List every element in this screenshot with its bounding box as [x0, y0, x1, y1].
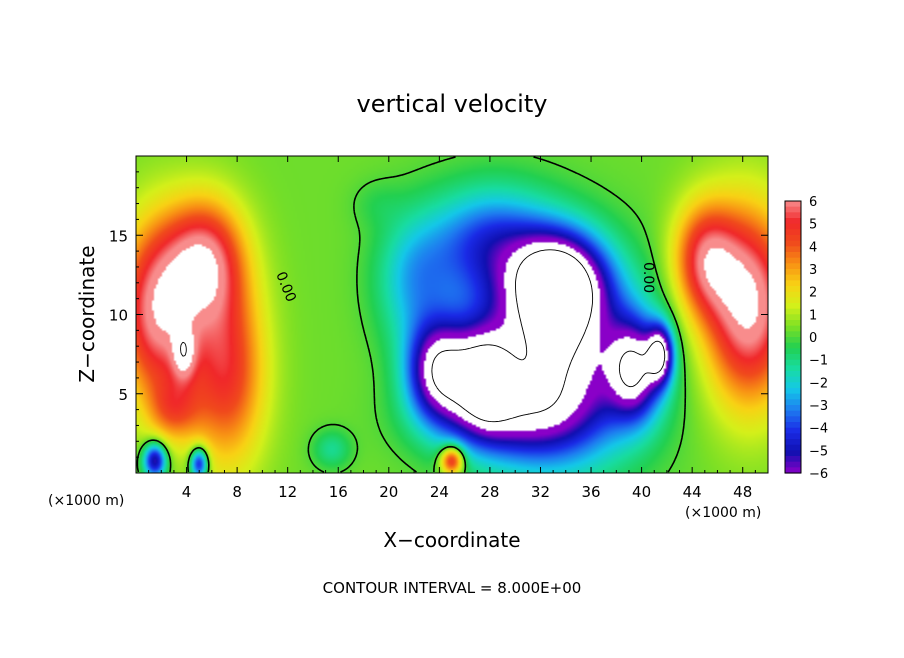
x-axis-ticks: 4 8 12 16 20 24 28 32 36 40 44 48 [148, 156, 756, 501]
colorbar-swatch [785, 433, 801, 440]
colorbar-swatch [785, 450, 801, 457]
y-axis-ticks: 5 10 15 [109, 171, 768, 458]
x-tick-label: 40 [632, 483, 651, 501]
colorbar-tick-label: 6 [809, 195, 817, 210]
colorbar-tick-label: −6 [809, 467, 828, 482]
colorbar-tick-label: −2 [809, 376, 828, 391]
colorbar-swatch [785, 337, 801, 344]
colorbar-swatch [785, 331, 801, 338]
colorbar-swatch [785, 235, 801, 242]
colorbar-swatch [785, 348, 801, 355]
x-tick-label: 12 [278, 483, 297, 501]
x-tick-label: 8 [232, 483, 242, 501]
colorbar-tick-label: −4 [809, 422, 828, 437]
colorbar-swatch [785, 206, 801, 213]
colorbar-labels: 6 5 4 3 2 1 0 −1 −2 −3 −4 −5 −6 [809, 195, 828, 482]
zero-contour-line [136, 156, 687, 473]
colorbar-swatch [785, 342, 801, 349]
colorbar-swatch [785, 371, 801, 378]
colorbar-swatch [785, 252, 801, 259]
x-axis-label: X−coordinate [383, 528, 520, 552]
colorbar-tick-label: −3 [809, 399, 828, 414]
colorbar-swatch [785, 286, 801, 293]
x-tick-label: 16 [329, 483, 348, 501]
colorbar-swatch [785, 291, 801, 298]
negative-contour-line [431, 249, 666, 423]
colorbar-tick-label: 1 [809, 308, 817, 323]
x-unit-left: (×1000 m) [48, 493, 124, 509]
colorbar-swatch [785, 365, 801, 372]
colorbar-tick-label: 3 [809, 263, 817, 278]
y-tick-label: 15 [109, 227, 128, 245]
colorbar-swatch [785, 325, 801, 332]
y-tick-label: 10 [109, 307, 128, 325]
colorbar-swatch [785, 212, 801, 219]
colorbar-swatch [785, 399, 801, 406]
colorbar-swatch [785, 422, 801, 429]
positive-contour-line [180, 341, 187, 357]
colorbar-tick-label: 5 [809, 218, 817, 233]
velocity-field-image [136, 156, 768, 473]
colorbar-swatch [785, 229, 801, 236]
colorbar-swatch [785, 280, 801, 287]
colorbar: 6 5 4 3 2 1 0 −1 −2 −3 −4 −5 −6 [784, 195, 828, 482]
colorbar-swatch [785, 359, 801, 366]
colorbar-swatch [785, 308, 801, 315]
colorbar-swatch [785, 218, 801, 225]
y-tick-label: 5 [118, 386, 128, 404]
colorbar-swatch [785, 405, 801, 412]
contour-lines [136, 156, 687, 473]
colorbar-tick-label: 4 [809, 240, 817, 255]
x-tick-label: 44 [683, 483, 702, 501]
colorbar-tick-label: 0 [809, 331, 817, 346]
colorbar-swatch [785, 257, 801, 264]
colorbar-swatch [785, 320, 801, 327]
colorbar-swatch [785, 297, 801, 304]
colorbar-swatch [785, 410, 801, 417]
colorbar-swatch [785, 263, 801, 270]
colorbar-swatch [785, 388, 801, 395]
y-axis-label: Z−coordinate [75, 245, 99, 382]
colorbar-swatch [785, 416, 801, 423]
contour-interval-footer: CONTOUR INTERVAL = 8.000E+00 [323, 579, 582, 597]
colorbar-swatch [785, 303, 801, 310]
colorbar-swatch [785, 439, 801, 446]
contour-label-right: 0.00 [640, 262, 656, 293]
colorbar-swatch [785, 456, 801, 463]
colorbar-swatch [785, 223, 801, 230]
colorbar-swatch [785, 376, 801, 383]
x-tick-label: 32 [531, 483, 550, 501]
x-unit-right: (×1000 m) [685, 505, 761, 521]
colorbar-swatch [785, 314, 801, 321]
colorbar-swatch [785, 274, 801, 281]
x-tick-label: 36 [581, 483, 600, 501]
colorbar-swatch [785, 246, 801, 253]
colorbar-swatch [785, 382, 801, 389]
x-tick-label: 20 [379, 483, 398, 501]
colorbar-swatch [785, 393, 801, 400]
x-tick-label: 4 [182, 483, 192, 501]
colorbar-tick-label: −5 [809, 444, 828, 459]
colorbar-swatch [785, 269, 801, 276]
colorbar-frame [784, 200, 802, 474]
colorbar-swatch [785, 427, 801, 434]
colorbar-swatch [785, 354, 801, 361]
colorbar-swatch [785, 444, 801, 451]
colorbar-swatch [785, 467, 801, 474]
colorbar-swatches [785, 201, 801, 474]
x-tick-label: 48 [733, 483, 752, 501]
colorbar-swatch [785, 461, 801, 468]
colorbar-tick-label: 2 [809, 286, 817, 301]
chart-title: vertical velocity [357, 90, 548, 118]
colorbar-swatch [785, 240, 801, 247]
x-tick-label: 24 [430, 483, 449, 501]
colorbar-swatch [785, 201, 801, 208]
x-tick-label: 28 [480, 483, 499, 501]
colorbar-tick-label: −1 [809, 354, 828, 369]
